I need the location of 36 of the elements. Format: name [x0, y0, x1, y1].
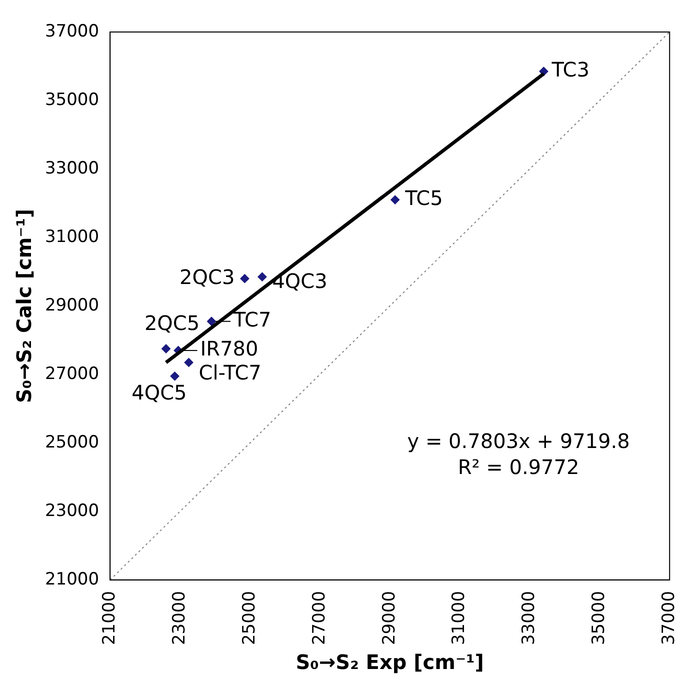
x-tick-label: 27000	[309, 590, 330, 646]
y-tick-label: 31000	[44, 226, 100, 247]
annotation: y = 0.7803x + 9719.8	[407, 429, 630, 454]
y-tick-label: 29000	[44, 295, 100, 316]
point	[184, 358, 194, 367]
y-tick-label: 27000	[44, 364, 100, 384]
y-tick-label: 25000	[44, 432, 100, 452]
annotation: R² = 0.9772	[458, 455, 580, 480]
annotation: TC5	[404, 186, 443, 210]
annotation: TC7	[232, 308, 272, 332]
x-tick-label: 29000	[379, 590, 400, 646]
point	[390, 195, 400, 204]
x-tick-label: 33000	[519, 590, 540, 646]
annotation: 2QC5	[144, 310, 200, 335]
annotation: Cl-TC7	[198, 360, 262, 385]
x-tick-label: 37000	[659, 590, 680, 646]
y-tick-label: 37000	[44, 21, 100, 42]
point	[170, 372, 180, 381]
y-tick-label: 21000	[44, 569, 100, 590]
annotation: IR780	[200, 336, 258, 361]
y-tick-label: 23000	[44, 500, 100, 521]
annotation: TC3	[550, 58, 590, 82]
x-tick-label: 23000	[169, 590, 190, 646]
x-tick-label: 35000	[589, 590, 610, 646]
point	[240, 274, 250, 284]
y-axis-title: S₀→S₂ Calc [cm⁻¹]	[12, 208, 36, 404]
y-tick-label: 35000	[44, 90, 100, 110]
point	[206, 316, 216, 326]
x-tick-label: 31000	[449, 590, 470, 646]
annotation: 2QC3	[180, 264, 235, 289]
x-tick-label: 25000	[239, 590, 260, 646]
point	[162, 344, 171, 354]
annotation: 4QC5	[132, 380, 187, 404]
x-axis-title: S₀→S₂ Exp [cm⁻¹]	[296, 650, 484, 674]
point	[258, 272, 267, 282]
y-tick-label: 33000	[44, 158, 100, 178]
